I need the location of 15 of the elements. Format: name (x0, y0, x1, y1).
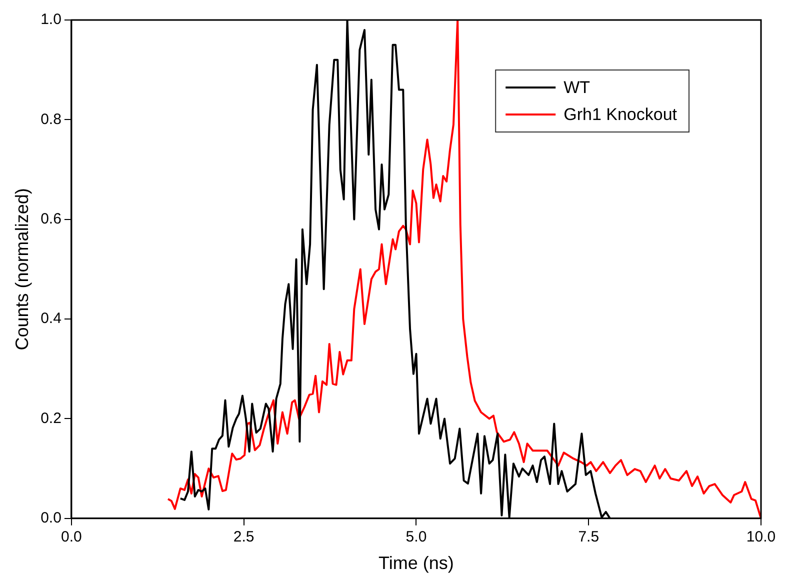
y-tick-label: 0.8 (40, 110, 62, 128)
y-tick-label: 0.6 (40, 210, 62, 228)
x-tick-label: 10.0 (746, 528, 776, 546)
y-axis-title: Counts (normalized) (12, 188, 32, 350)
y-tick-label: 0.0 (40, 510, 62, 527)
y-tick-label: 0.4 (40, 310, 62, 328)
y-tick-label: 1.0 (40, 11, 62, 28)
legend-label: WT (564, 78, 590, 98)
x-tick-label: 7.5 (578, 528, 600, 546)
x-tick-label: 5.0 (406, 528, 427, 546)
x-tick-label: 0.0 (61, 528, 82, 546)
legend-label: Grh1 Knockout (564, 105, 678, 124)
x-tick-label: 2.5 (233, 528, 254, 546)
y-tick-label: 0.2 (40, 410, 62, 427)
x-axis-title: Time (ns) (378, 553, 454, 574)
